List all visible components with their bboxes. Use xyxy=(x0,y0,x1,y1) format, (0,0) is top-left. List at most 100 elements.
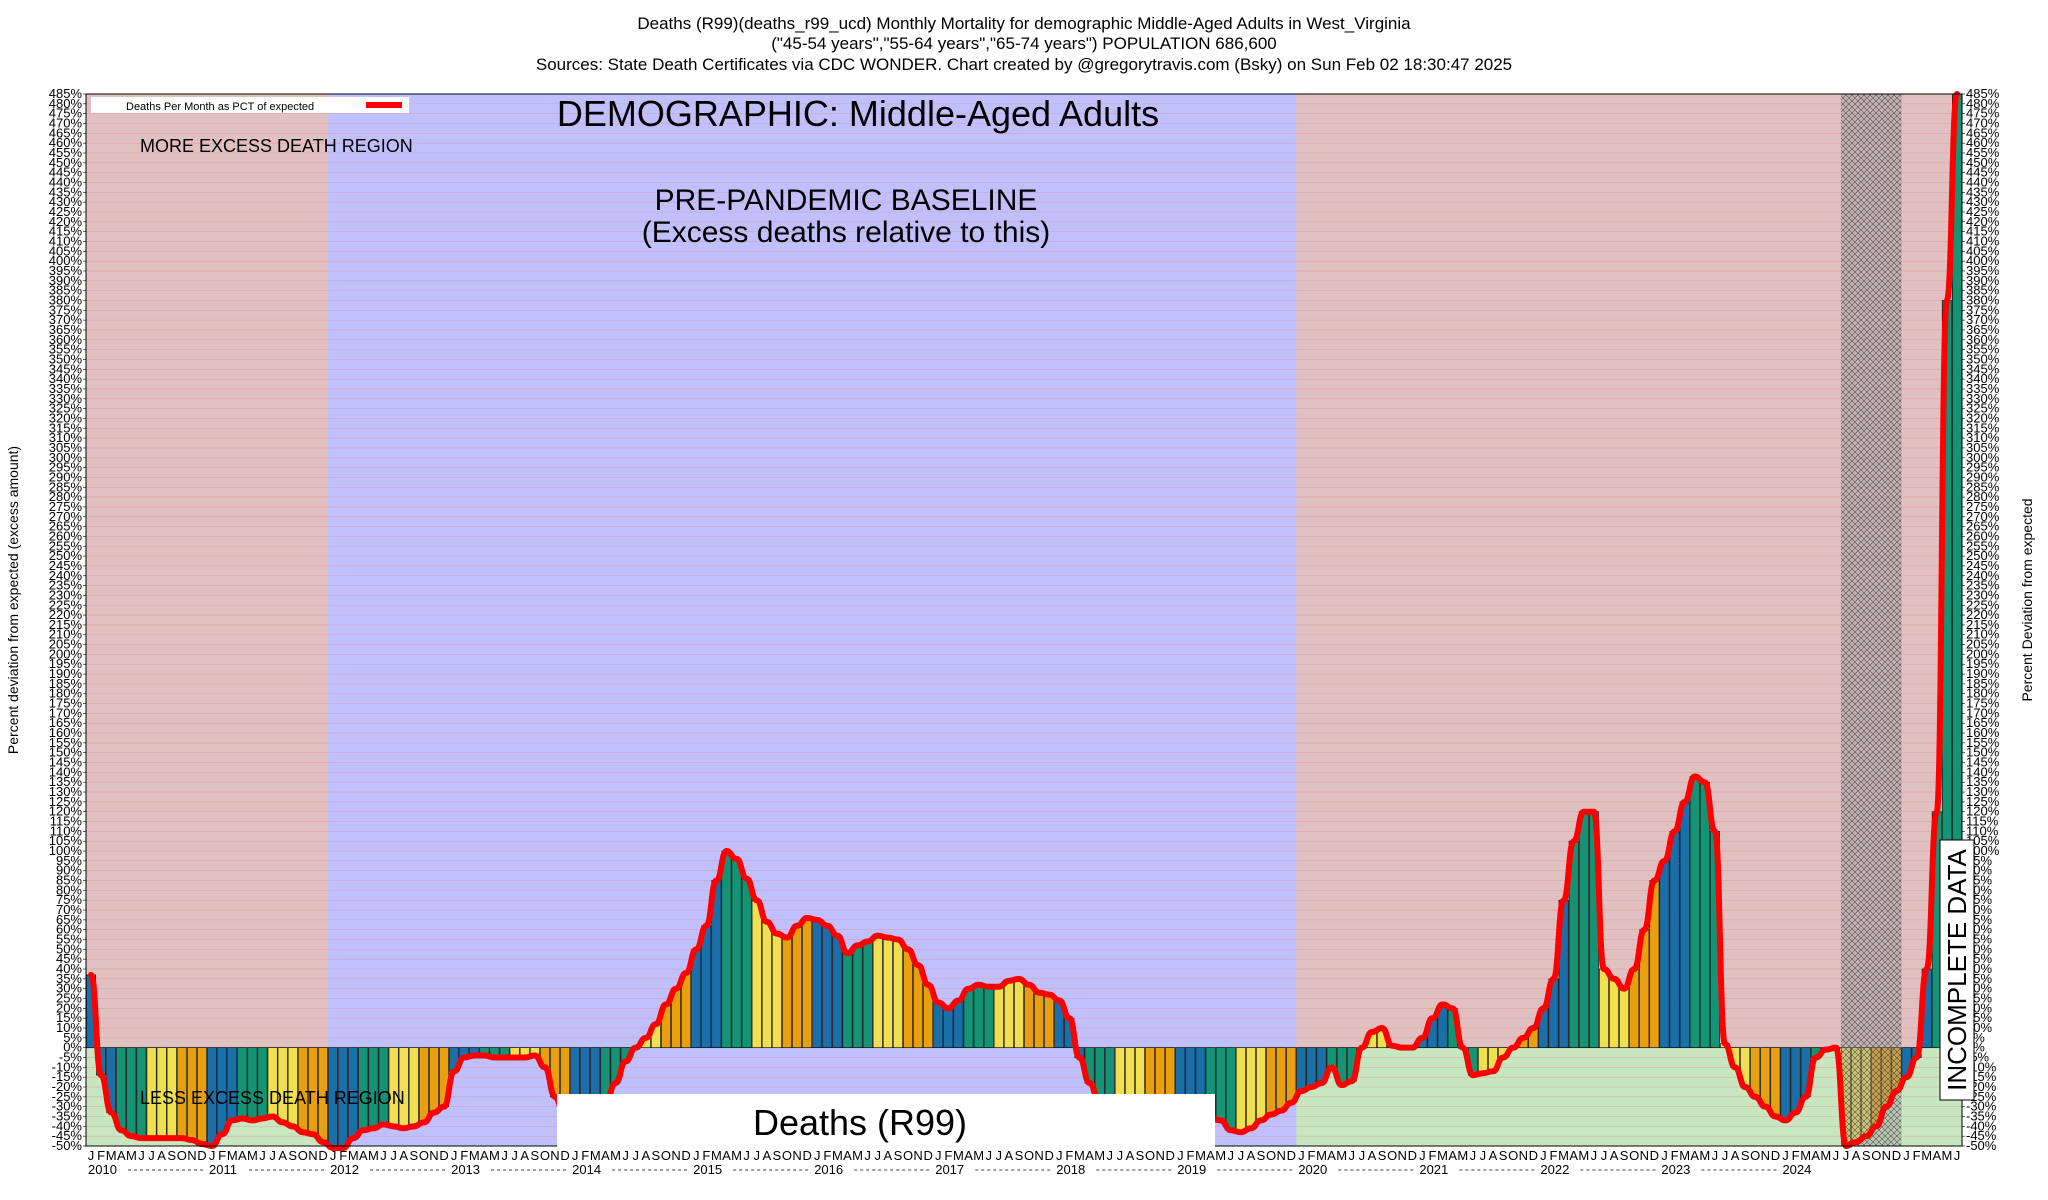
y-tick-label: 355% xyxy=(1966,342,2000,357)
y-tick-label: 25% xyxy=(56,991,82,1006)
x-tick-label: O xyxy=(782,1148,792,1163)
hatch-line xyxy=(1840,569,1902,631)
bar xyxy=(1699,781,1710,1048)
x-tick-label: M xyxy=(1679,1148,1690,1163)
hatch-line xyxy=(1840,245,1902,307)
y-tick-label: 355% xyxy=(49,342,83,357)
y-tick-label: 435% xyxy=(1966,184,2000,199)
x-tick-label: A xyxy=(278,1148,287,1163)
y-tick-label: 410% xyxy=(1966,233,2000,248)
y-tick-label: 115% xyxy=(1966,814,1999,829)
y-tick-label: 360% xyxy=(1966,332,2000,347)
y-tick-label: 125% xyxy=(49,794,83,809)
x-year-label: 2017 xyxy=(935,1162,964,1177)
bar xyxy=(993,986,1004,1048)
y-tick-label: -35% xyxy=(1966,1109,1997,1124)
y-tick-label: 295% xyxy=(49,460,83,475)
chart-title: Deaths (R99)(deaths_r99_ucd) Monthly Mor… xyxy=(536,14,1512,74)
y-tick-label: 200% xyxy=(49,646,83,661)
y-tick-label: -15% xyxy=(52,1069,83,1084)
x-tick-label: N xyxy=(792,1148,801,1163)
hatch-line xyxy=(1840,267,1902,329)
bar xyxy=(1225,1047,1236,1131)
x-tick-label: D xyxy=(1045,1148,1054,1163)
y-tick-label: 475% xyxy=(1966,106,2000,121)
y-tick-label: 400% xyxy=(49,253,83,268)
x-tick-label: S xyxy=(288,1148,297,1163)
hatch-line xyxy=(1840,933,1902,995)
x-tick-label: D xyxy=(439,1148,448,1163)
y-tick-label: 160% xyxy=(1966,725,2000,740)
hatch-background xyxy=(1840,94,1902,1146)
y-tick-label: 215% xyxy=(1966,617,2000,632)
x-tick-label: F xyxy=(1550,1148,1558,1163)
y-tick-label: 110% xyxy=(50,823,83,838)
x-tick-label: N xyxy=(308,1148,317,1163)
y-tick-label: 485% xyxy=(1966,86,2000,101)
y-tick-label: 230% xyxy=(49,587,83,602)
bar xyxy=(227,1047,238,1121)
x-tick-label: M xyxy=(1336,1148,1347,1163)
hatch-line xyxy=(1840,929,1902,991)
y-tick-label: 310% xyxy=(1966,430,2000,445)
y-tick-label: 470% xyxy=(1966,115,2000,130)
y-tick-label: 320% xyxy=(49,410,83,425)
hatch-line xyxy=(1840,593,1902,655)
x-tick-label: A xyxy=(1489,1148,1498,1163)
y-tick-label: 340% xyxy=(49,371,83,386)
y-tick-label: 190% xyxy=(1966,666,2000,681)
x-tick-label: J xyxy=(814,1148,821,1163)
x-tick-label: A xyxy=(722,1148,731,1163)
y-tick-label: 280% xyxy=(49,489,83,504)
y-tick-label: 410% xyxy=(49,233,83,248)
bar xyxy=(1235,1047,1246,1133)
y-tick-label: 225% xyxy=(49,597,83,612)
x-tick-label: J xyxy=(1591,1148,1598,1163)
bar xyxy=(1770,1047,1781,1117)
x-tick-label: J xyxy=(209,1148,216,1163)
x-tick-label: M xyxy=(1941,1148,1952,1163)
y-tick-label: 370% xyxy=(1966,312,2000,327)
x-tick-label: J xyxy=(259,1148,266,1163)
y-tick-label: 260% xyxy=(49,528,83,543)
x-year-label: 2015 xyxy=(693,1162,722,1177)
x-tick-label: O xyxy=(1145,1148,1155,1163)
x-tick-label: J xyxy=(1722,1148,1729,1163)
cause-label-background xyxy=(557,1094,1215,1149)
y-tick-label: 240% xyxy=(49,568,83,583)
x-tick-label: J xyxy=(1601,1148,1608,1163)
x-tick-label: A xyxy=(964,1148,973,1163)
y-tick-label: 210% xyxy=(1966,627,2000,642)
x-tick-label: J xyxy=(985,1148,992,1163)
y-tick-label: 155% xyxy=(49,735,83,750)
y-tick-label: -25% xyxy=(52,1089,83,1104)
bar xyxy=(1780,1047,1791,1121)
y-tick-label: -45% xyxy=(1966,1128,1997,1143)
legend-box xyxy=(91,97,409,113)
bar xyxy=(1034,992,1045,1048)
x-tick-label: J xyxy=(1470,1148,1477,1163)
x-tick-label: A xyxy=(641,1148,650,1163)
hatch-line xyxy=(1840,959,1902,1021)
y-tick-label: 310% xyxy=(49,430,83,445)
y-tick-label: 380% xyxy=(49,292,83,307)
x-tick-label: A xyxy=(480,1148,489,1163)
y-tick-label: 140% xyxy=(1966,764,2000,779)
y-tick-label: -30% xyxy=(1966,1099,1997,1114)
x-tick-label: J xyxy=(1843,1148,1850,1163)
y-tick-label: 65% xyxy=(56,912,82,927)
x-year-label: 2013 xyxy=(451,1162,480,1177)
y-tick-label: 175% xyxy=(1966,696,2000,711)
y-tick-label: 285% xyxy=(1966,479,2000,494)
x-tick-label: D xyxy=(1892,1148,1901,1163)
hatch-line xyxy=(1840,263,1902,325)
x-tick-label: N xyxy=(187,1148,196,1163)
hatch-line xyxy=(1840,233,1902,295)
x-tick-label: D xyxy=(560,1148,569,1163)
y-tick-label: 345% xyxy=(1966,361,2000,376)
bar xyxy=(842,952,853,1048)
hatch-line xyxy=(1840,237,1902,299)
hatch-line xyxy=(1840,951,1902,1013)
hatch-line xyxy=(1840,911,1902,973)
x-tick-label: S xyxy=(1136,1148,1145,1163)
